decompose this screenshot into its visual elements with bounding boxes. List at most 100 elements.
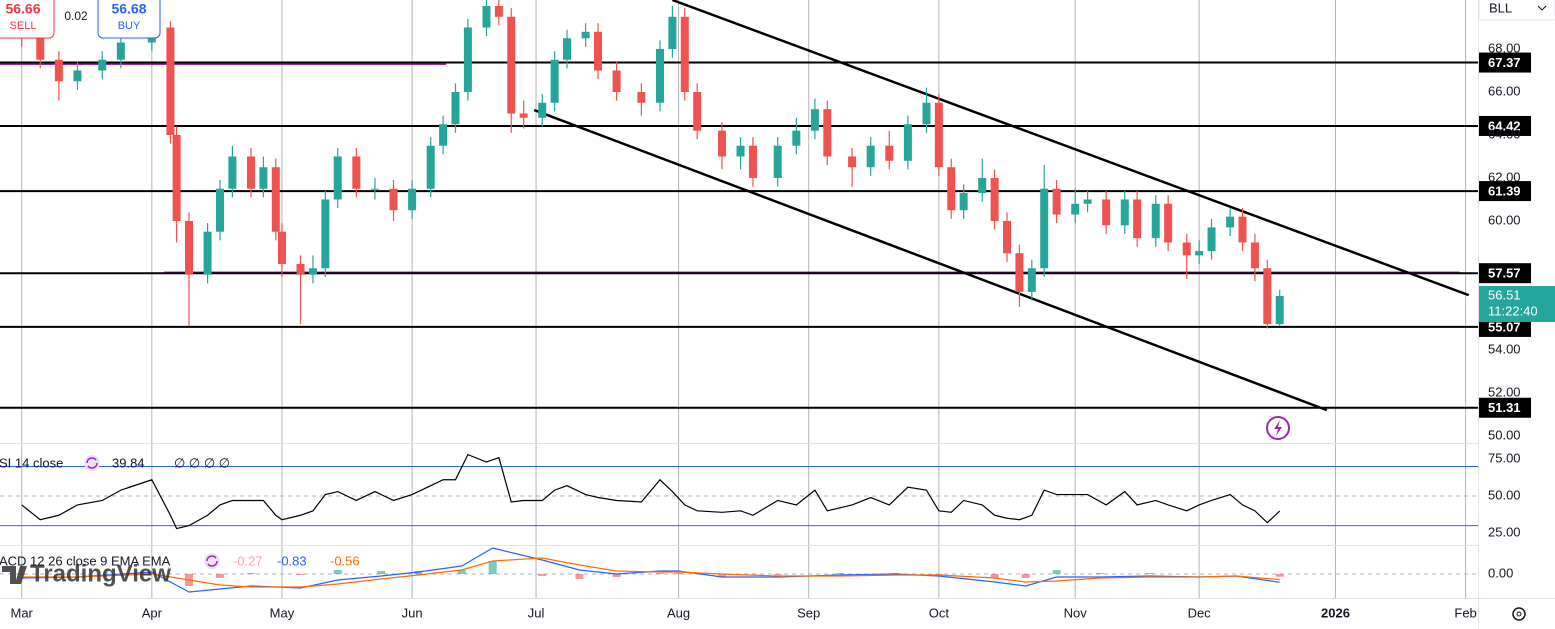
candle-body — [463, 27, 472, 92]
macd-histogram-bar — [377, 571, 386, 574]
level-label: 55.07 — [1488, 319, 1521, 334]
x-tick-label: Jun — [402, 605, 423, 620]
trade-panel[interactable]: 56.66 SELL 0.02 56.68 BUY — [0, 0, 161, 39]
settings-button[interactable] — [1512, 607, 1526, 621]
candle-body — [1226, 216, 1235, 228]
candle-body — [519, 113, 528, 118]
candle-body — [172, 134, 181, 221]
logo-icon — [2, 566, 27, 584]
candle-body — [203, 231, 212, 275]
candle-body — [1263, 268, 1272, 325]
candle-body — [848, 156, 857, 168]
icon-bolt — [1274, 420, 1282, 436]
level-label: 64.42 — [1488, 118, 1521, 133]
y-tick-label: 0.00 — [1488, 565, 1513, 580]
buy-price: 56.68 — [111, 1, 146, 17]
candle-body — [1151, 203, 1160, 239]
rsi-line — [21, 453, 1281, 530]
candle-body — [228, 156, 237, 189]
x-tick-label: 2026 — [1321, 605, 1350, 620]
macd-legend: ACD 12 26 close 9 EMA EMA -0.27 -0.83 -0… — [0, 553, 360, 569]
last-price: 56.51 — [1488, 287, 1521, 302]
x-tick-label: Oct — [929, 605, 950, 620]
level-label-box — [1479, 115, 1531, 136]
dropdown-chevron — [1537, 5, 1547, 11]
candle-body — [1015, 253, 1024, 292]
overlay: 67.37 64.42 61.39 57.57 55.07 51.31 56.5111:22… — [1479, 52, 1555, 418]
drawn-line — [533, 108, 1328, 412]
buy-label: BUY — [118, 20, 141, 32]
sell-price: 56.66 — [5, 1, 40, 17]
candle-body — [668, 16, 677, 50]
candle-body — [166, 27, 175, 135]
candle-body — [903, 124, 912, 161]
macd-histogram-bar — [1021, 574, 1030, 578]
buy-button[interactable] — [97, 0, 161, 39]
level-label-box — [1479, 263, 1531, 284]
candle-body — [810, 109, 819, 131]
candle-body — [959, 193, 968, 211]
candle-body — [680, 16, 689, 92]
candle-body — [1133, 199, 1142, 239]
candle-body — [259, 167, 268, 189]
macd-histogram-bar — [575, 574, 584, 579]
x-tick-label: Mar — [10, 605, 33, 620]
macd-histogram-bar — [296, 574, 305, 575]
x-tick-label: Jul — [528, 605, 545, 620]
candle-body — [1195, 251, 1204, 256]
macd-title: ACD 12 26 close 9 EMA EMA — [0, 553, 171, 568]
candle-body — [594, 31, 603, 71]
candle-body — [792, 130, 801, 146]
candle-body — [408, 188, 417, 211]
sell-button[interactable] — [0, 0, 55, 39]
y-tick-label: 52.00 — [1488, 384, 1521, 399]
candle-body — [1040, 188, 1049, 269]
macd-histogram-bar — [674, 573, 683, 574]
x-tick-label: May — [270, 605, 295, 620]
candle-body — [563, 38, 572, 60]
candle-body — [1238, 216, 1247, 243]
y-tick-label: 54.00 — [1488, 341, 1521, 356]
macd-histogram-bar — [655, 573, 664, 574]
macd-histogram-bar — [990, 574, 999, 578]
macd-line — [21, 557, 1280, 588]
candle-body — [1083, 199, 1092, 204]
candle-body — [439, 124, 448, 146]
level-label-box — [1479, 52, 1531, 73]
candle-body — [370, 188, 379, 190]
candle-body — [866, 145, 875, 168]
macd-histogram-bar — [147, 572, 156, 574]
candle-body — [426, 145, 435, 189]
candle-body — [934, 102, 943, 168]
candle-body — [277, 231, 286, 264]
symbol-selector[interactable]: BLL — [1478, 0, 1555, 21]
drawn-line — [671, 0, 1470, 297]
gear[interactable] — [1512, 607, 1526, 621]
grid — [21, 0, 1467, 598]
level-label: 51.31 — [1488, 400, 1521, 415]
candle-body — [773, 145, 782, 178]
candle-body — [482, 6, 491, 28]
symbol: BLL — [1489, 0, 1512, 15]
watermark-text: TradingView — [30, 560, 171, 587]
macd-histogram-bar — [717, 574, 726, 577]
level-label: 61.39 — [1488, 184, 1521, 199]
rsi-value: 39.84 — [112, 455, 145, 470]
candle-body — [36, 38, 45, 60]
candle-body — [215, 188, 224, 232]
candle-body — [352, 156, 361, 189]
x-tick-label: Feb — [1454, 605, 1476, 620]
gear-center — [1516, 611, 1522, 617]
level-label-box — [1479, 181, 1531, 202]
macd-histogram-bar — [488, 561, 497, 574]
y-tick-label: 64.00 — [1488, 126, 1521, 141]
candle-body — [296, 263, 305, 275]
macd-histogram-bar — [246, 573, 255, 574]
lightning-icon[interactable] — [1266, 416, 1290, 440]
candle-body — [550, 59, 559, 103]
symbol-box[interactable] — [1478, 0, 1555, 21]
candle-body — [693, 91, 702, 131]
candle-body — [637, 91, 646, 103]
